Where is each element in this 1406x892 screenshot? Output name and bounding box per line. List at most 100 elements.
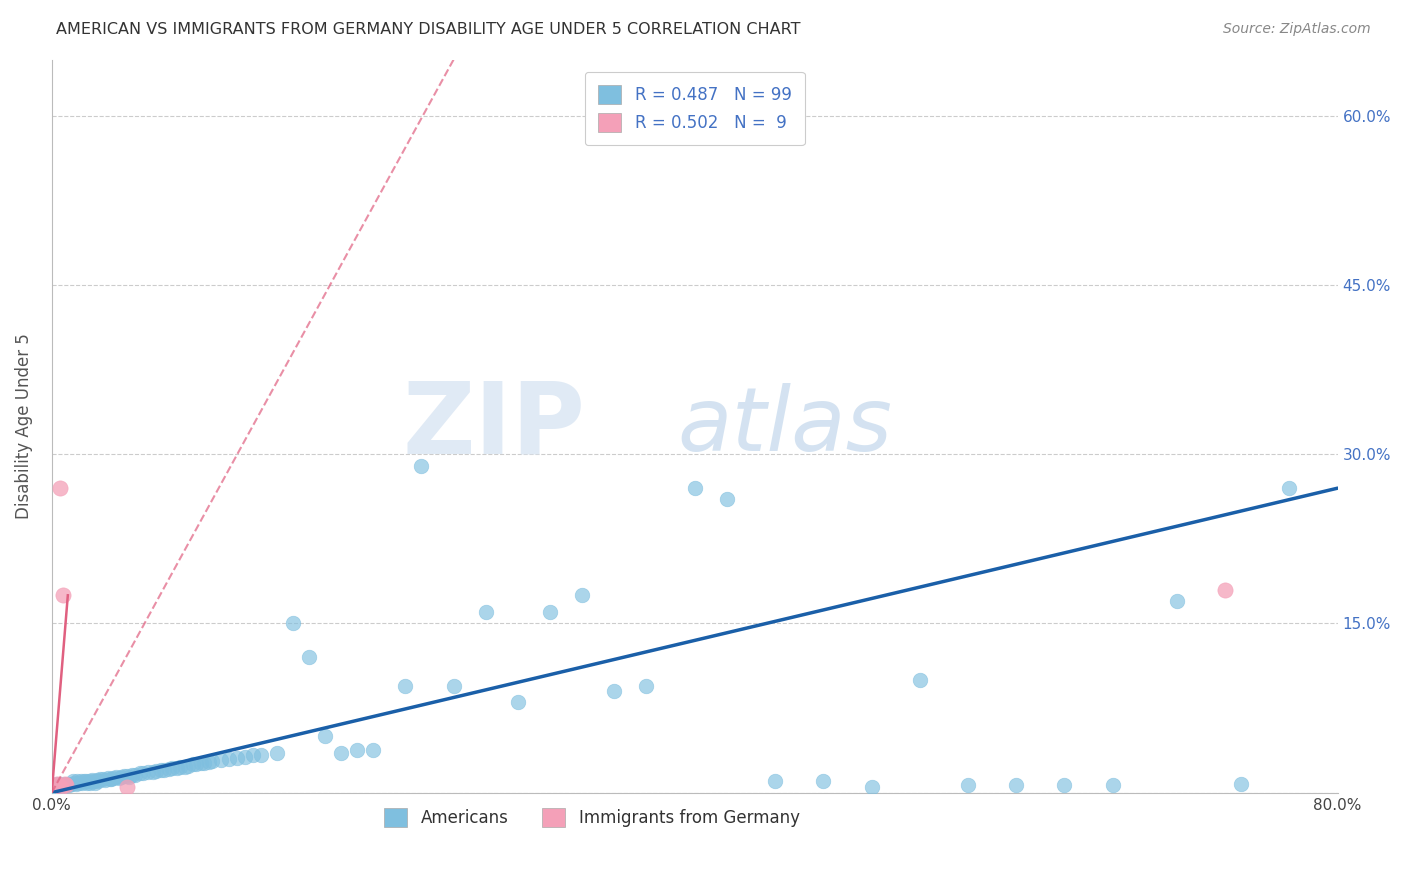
Point <box>45 777 67 791</box>
Point <box>186 757 208 772</box>
Point <box>46 778 69 792</box>
Legend: Americans, Immigrants from Germany: Americans, Immigrants from Germany <box>375 800 808 836</box>
Point <box>52 588 75 602</box>
Point <box>443 679 465 693</box>
Point <box>53 777 76 791</box>
Point <box>46 779 69 793</box>
Point <box>63 775 86 789</box>
Point <box>52 777 75 791</box>
Point <box>162 761 184 775</box>
Point <box>45 777 67 791</box>
Point <box>69 774 91 789</box>
Point <box>1230 777 1253 791</box>
Point <box>132 766 155 780</box>
Point <box>330 746 353 760</box>
Point <box>298 650 321 665</box>
Point <box>233 749 256 764</box>
Point <box>105 770 128 784</box>
Point <box>129 766 152 780</box>
Point <box>87 774 110 789</box>
Point <box>124 767 146 781</box>
Point <box>44 780 66 794</box>
Point <box>177 758 200 772</box>
Point <box>603 684 626 698</box>
Point <box>956 778 979 792</box>
Text: atlas: atlas <box>678 384 893 469</box>
Point <box>91 772 114 786</box>
Point <box>79 775 101 789</box>
Point <box>118 770 141 784</box>
Point <box>101 771 124 785</box>
Point <box>49 780 72 794</box>
Point <box>153 763 176 777</box>
Point <box>860 780 883 794</box>
Point <box>193 756 215 771</box>
Point <box>181 757 204 772</box>
Point <box>166 761 188 775</box>
Point <box>56 777 79 791</box>
Point <box>538 605 561 619</box>
Point <box>571 588 593 602</box>
Point <box>108 771 131 785</box>
Point <box>218 752 240 766</box>
Point <box>65 777 87 791</box>
Text: AMERICAN VS IMMIGRANTS FROM GERMANY DISABILITY AGE UNDER 5 CORRELATION CHART: AMERICAN VS IMMIGRANTS FROM GERMANY DISA… <box>56 22 801 37</box>
Point <box>813 774 835 789</box>
Point <box>84 775 107 789</box>
Point <box>94 773 117 788</box>
Point <box>1166 594 1188 608</box>
Point <box>411 458 433 473</box>
Point <box>1053 778 1076 792</box>
Point <box>136 765 159 780</box>
Point <box>474 605 496 619</box>
Point <box>198 755 221 769</box>
Point <box>1101 778 1123 792</box>
Point <box>62 774 84 789</box>
Point <box>110 770 132 784</box>
Point <box>150 763 173 777</box>
Point <box>121 767 143 781</box>
Point <box>51 778 73 792</box>
Point <box>89 772 111 786</box>
Point <box>145 764 167 779</box>
Point <box>55 778 77 792</box>
Point <box>1213 582 1236 597</box>
Point <box>51 780 73 794</box>
Point <box>72 775 94 789</box>
Point <box>60 777 83 791</box>
Point <box>142 765 165 780</box>
Point <box>80 773 103 788</box>
Point <box>73 774 96 789</box>
Point <box>77 774 100 789</box>
Point <box>225 750 247 764</box>
Point <box>112 769 135 783</box>
Text: ZIP: ZIP <box>402 377 585 475</box>
Point <box>53 779 76 793</box>
Point <box>86 773 108 788</box>
Point <box>117 769 139 783</box>
Point <box>49 481 72 495</box>
Point <box>683 481 706 495</box>
Point <box>100 772 122 786</box>
Y-axis label: Disability Age Under 5: Disability Age Under 5 <box>15 334 32 519</box>
Point <box>249 748 271 763</box>
Point <box>281 616 304 631</box>
Point <box>169 760 191 774</box>
Point <box>67 775 90 789</box>
Point <box>55 778 77 792</box>
Point <box>58 778 80 792</box>
Point <box>157 762 180 776</box>
Point <box>1005 778 1028 792</box>
Point <box>75 774 97 789</box>
Point <box>76 775 98 789</box>
Point <box>1278 481 1301 495</box>
Point <box>190 756 212 771</box>
Point <box>66 774 89 789</box>
Point <box>97 771 120 785</box>
Point <box>506 695 529 709</box>
Point <box>83 774 105 789</box>
Point <box>716 492 738 507</box>
Point <box>314 729 336 743</box>
Point <box>908 673 931 687</box>
Point <box>346 743 368 757</box>
